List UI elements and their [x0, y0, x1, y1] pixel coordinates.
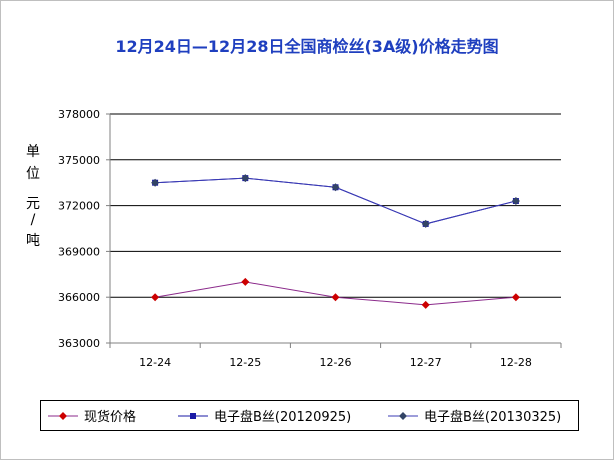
legend-label-2: 电子盘B丝(20130325) [424, 409, 561, 425]
y-axis-ticks: 363000 366000 369000 372000 375000 378000 [58, 108, 110, 350]
y-tick-label-1: 366000 [58, 291, 100, 304]
series-0-point-1 [241, 277, 250, 286]
series-2-point-3 [421, 219, 430, 228]
x-tick-label-4: 12-28 [500, 356, 532, 369]
legend-label-1: 电子盘B丝(20120925) [214, 409, 351, 425]
x-tick-label-1: 12-25 [229, 356, 261, 369]
x-tick-label-0: 12-24 [139, 356, 171, 369]
y-tick-label-4: 375000 [58, 154, 100, 167]
series-2-point-0 [151, 178, 160, 187]
legend-marker-2 [399, 412, 407, 420]
y-axis-label-char-1: 位 [26, 166, 40, 182]
x-axis-ticks: 12-24 12-25 12-26 12-27 12-28 [109, 343, 562, 369]
y-tick-label-5: 378000 [58, 108, 100, 121]
y-axis-label-char-4: 吨 [26, 233, 40, 249]
series-2-point-1 [241, 174, 250, 183]
y-tick-label-0: 363000 [58, 337, 100, 350]
grid [109, 113, 561, 344]
series-0-point-3 [421, 300, 430, 309]
y-axis-label-char-2: 元 [26, 196, 40, 212]
series-0-point-2 [331, 293, 340, 302]
series-2 [151, 174, 520, 228]
series-0 [151, 277, 520, 309]
legend-label-0: 现货价格 [84, 409, 136, 425]
legend-marker-0 [59, 412, 67, 420]
series-group [151, 174, 520, 309]
legend-box [40, 400, 579, 431]
y-tick-label-3: 372000 [58, 200, 100, 213]
legend: 现货价格 电子盘B丝(20120925) 电子盘B丝(20130325) [40, 400, 579, 431]
series-2-point-2 [331, 183, 340, 192]
legend-marker-1 [190, 413, 196, 419]
chart-title: 12月24日—12月28日全国商检丝(3A级)价格走势图 [115, 37, 498, 56]
y-axis-label-char-0: 单 [26, 144, 40, 160]
y-axis-label: 单位元/ 吨 [26, 144, 40, 249]
y-axis-label-char-3: / [31, 212, 36, 228]
series-0-point-0 [151, 293, 160, 302]
x-tick-label-3: 12-27 [410, 356, 442, 369]
series-0-point-4 [511, 293, 520, 302]
series-2-point-4 [511, 197, 520, 206]
x-tick-label-2: 12-26 [320, 356, 352, 369]
y-tick-label-2: 369000 [58, 245, 100, 258]
